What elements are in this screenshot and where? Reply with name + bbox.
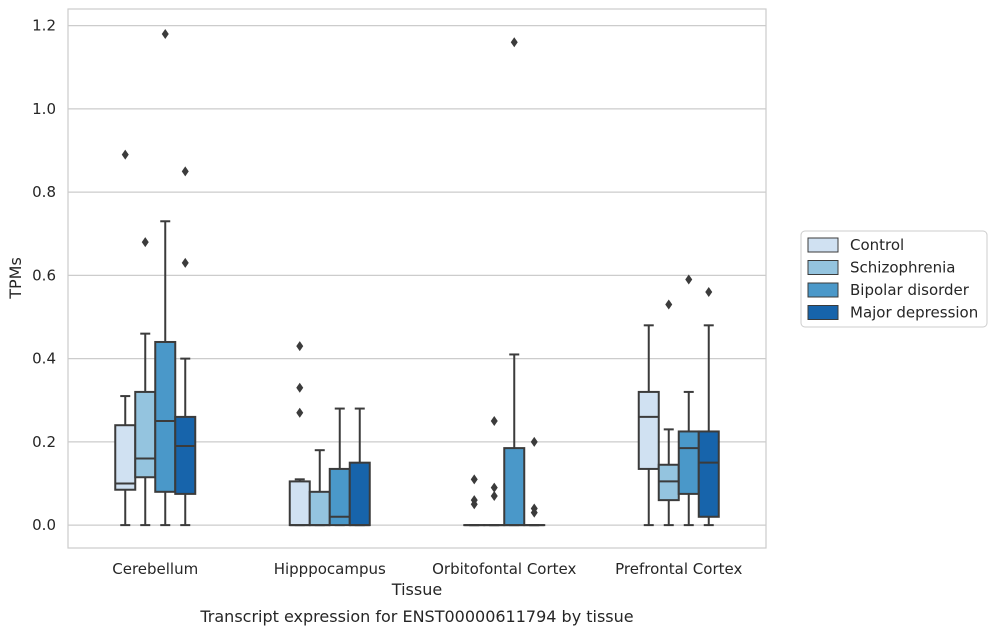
legend-swatch bbox=[807, 260, 839, 275]
x-axis-label: Tissue bbox=[391, 580, 442, 599]
outlier-point bbox=[181, 257, 189, 268]
outlier-point bbox=[490, 482, 498, 493]
outlier-point bbox=[121, 149, 129, 160]
chart-caption: Transcript expression for ENST0000061179… bbox=[199, 607, 633, 626]
y-tick-label: 1.0 bbox=[32, 100, 56, 118]
outlier-point bbox=[470, 495, 478, 506]
outlier-point bbox=[685, 274, 693, 285]
box-major-depression bbox=[174, 166, 197, 527]
box-bipolar-disorder bbox=[503, 37, 526, 527]
box-iqr bbox=[174, 415, 197, 495]
legend-swatch bbox=[807, 282, 839, 298]
box-schizophrenia bbox=[483, 416, 506, 527]
y-tick-label: 1.2 bbox=[32, 17, 56, 35]
y-axis-ticks: 0.0 0.2 0.4 0.6 0.8 1.0 1.2 bbox=[32, 17, 56, 534]
y-tick-label: 0.0 bbox=[32, 516, 56, 534]
box-bipolar-disorder bbox=[154, 28, 177, 527]
outlier-point bbox=[161, 28, 169, 39]
y-tick-label: 0.2 bbox=[32, 433, 56, 451]
outlier-point bbox=[490, 416, 498, 427]
legend-swatch bbox=[807, 237, 839, 253]
outlier-point bbox=[141, 237, 149, 248]
outlier-point bbox=[296, 382, 304, 393]
outlier-point bbox=[705, 287, 713, 298]
outlier-point bbox=[530, 503, 538, 514]
box-major-depression bbox=[348, 407, 371, 527]
box-iqr bbox=[697, 430, 720, 518]
y-tick-label: 0.8 bbox=[32, 183, 56, 201]
box-bipolar-disorder bbox=[677, 274, 700, 527]
box-groups bbox=[114, 28, 720, 527]
outlier-point bbox=[181, 166, 189, 177]
box-schizophrenia bbox=[134, 237, 157, 527]
y-tick-label: 0.4 bbox=[32, 350, 56, 368]
legend-label: Bipolar disorder bbox=[850, 281, 970, 299]
y-tick-label: 0.6 bbox=[32, 266, 56, 284]
y-axis-label: TPMs bbox=[6, 257, 25, 300]
x-tick-label: Hipppocampus bbox=[274, 560, 386, 578]
legend-frame bbox=[800, 230, 988, 328]
box-iqr bbox=[114, 424, 137, 491]
outlier-point bbox=[470, 474, 478, 485]
box-iqr bbox=[308, 490, 331, 527]
x-tick-label: Cerebellum bbox=[112, 560, 198, 578]
box-control bbox=[637, 324, 660, 527]
box-major-depression bbox=[697, 287, 720, 527]
outlier-point bbox=[665, 299, 673, 310]
x-axis-ticks: Cerebellum Hipppocampus Orbitofontal Corte… bbox=[112, 560, 742, 578]
outlier-point bbox=[296, 407, 304, 418]
box-iqr bbox=[348, 461, 371, 527]
box-bipolar-disorder bbox=[328, 407, 351, 527]
box-iqr bbox=[503, 447, 526, 527]
box-schizophrenia bbox=[657, 299, 680, 527]
x-tick-label: Orbitofontal Cortex bbox=[432, 560, 576, 578]
box-iqr bbox=[637, 390, 660, 470]
legend-label: Major depression bbox=[850, 304, 978, 322]
outlier-point bbox=[530, 436, 538, 447]
outlier-point bbox=[490, 490, 498, 501]
outlier-point bbox=[296, 341, 304, 352]
box-major-depression bbox=[523, 436, 546, 527]
box-iqr bbox=[154, 340, 177, 493]
legend-label: Control bbox=[850, 236, 904, 254]
box-iqr bbox=[288, 480, 311, 527]
legend: Control Schizophrenia Bipolar disorder Majo… bbox=[800, 230, 988, 328]
box-iqr bbox=[677, 430, 700, 495]
x-tick-label: Prefrontal Cortex bbox=[615, 560, 742, 578]
legend-label: Schizophrenia bbox=[850, 259, 955, 277]
legend-swatch bbox=[807, 305, 839, 320]
box-iqr bbox=[134, 390, 157, 479]
outlier-point bbox=[510, 37, 518, 48]
box-iqr bbox=[657, 463, 680, 502]
